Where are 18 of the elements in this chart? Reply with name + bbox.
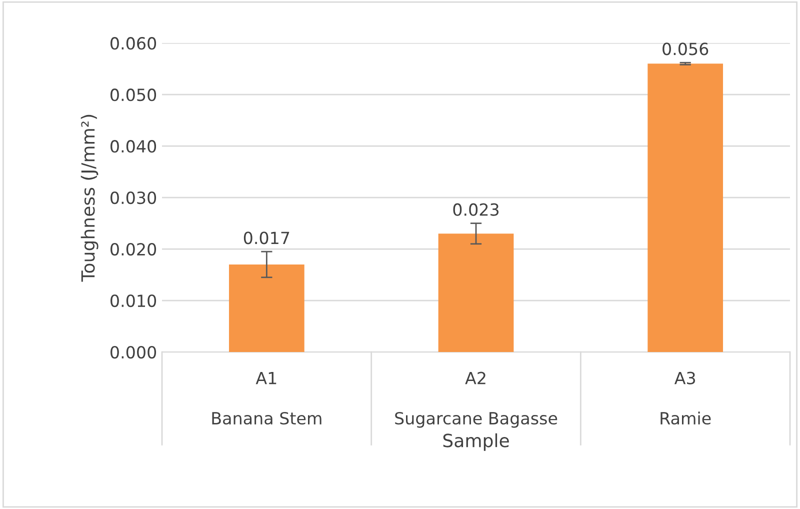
- y-tick-label: 0.000: [110, 346, 156, 359]
- y-tick-label: 0.010: [110, 294, 156, 308]
- category-label: A2 Sugarcane Bagasse: [395, 372, 558, 428]
- category-label: A1 Banana Stem: [212, 372, 322, 425]
- y-tick-label: 0.030: [110, 192, 156, 204]
- y-tick-label: 0.050: [110, 88, 156, 102]
- y-tick-label: 0.060: [110, 37, 156, 50]
- category-label: A3 Ramie: [660, 372, 711, 425]
- bar: [228, 264, 304, 352]
- y-axis-title: Toughness (J/mm²): [80, 114, 98, 282]
- bar: [438, 234, 514, 352]
- x-axis-title: Sample: [443, 433, 509, 451]
- data-label: 0.056: [662, 42, 708, 56]
- y-tick-label: 0.040: [110, 140, 156, 153]
- data-label: 0.023: [453, 203, 499, 216]
- bar: [648, 64, 724, 352]
- data-label: 0.017: [244, 232, 290, 244]
- y-tick-label: 0.020: [110, 243, 156, 256]
